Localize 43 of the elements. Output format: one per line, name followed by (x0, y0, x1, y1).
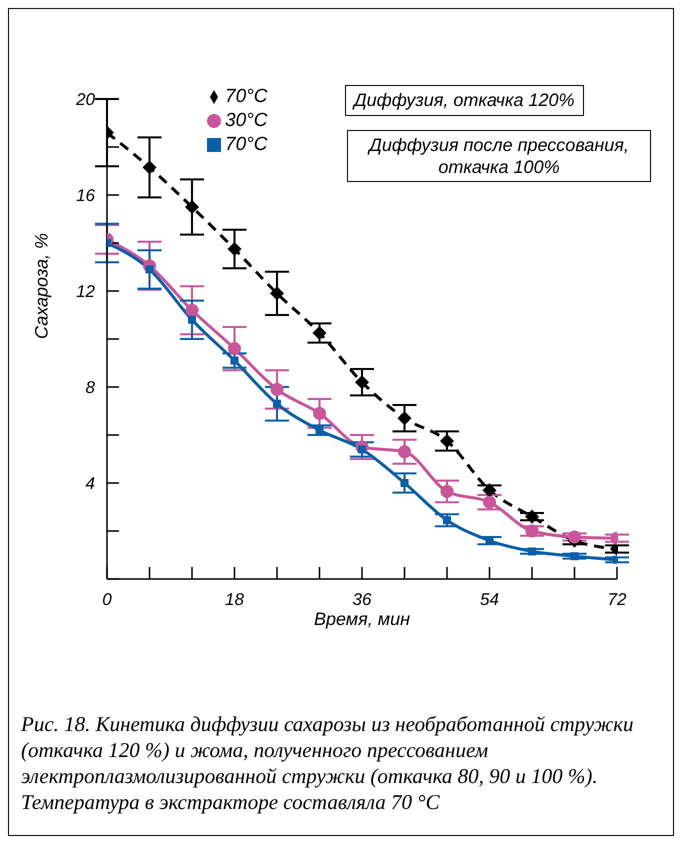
point (313, 406, 326, 420)
x-tick-label: 72 (608, 590, 627, 610)
point (312, 326, 326, 340)
point (185, 200, 199, 214)
y-tick-label: 20 (75, 90, 96, 110)
y-axis-title: Сахароза, % (31, 232, 52, 339)
annotation: Диффузия, откачка 120% (345, 85, 584, 116)
y-tick-label: 16 (76, 186, 96, 206)
x-tick-label: 0 (102, 590, 112, 610)
point (526, 524, 538, 538)
point (188, 316, 196, 324)
y-tick-label: 12 (76, 282, 96, 302)
point (440, 484, 454, 498)
legend-label: 70°C (225, 86, 268, 107)
point (398, 445, 411, 458)
point (482, 483, 496, 498)
point (568, 530, 581, 544)
point (316, 426, 324, 434)
point (273, 400, 281, 408)
point (186, 304, 198, 317)
y-tick-label: 8 (86, 378, 96, 398)
legend-label: 30°C (225, 110, 268, 131)
point (228, 242, 242, 256)
point (440, 434, 454, 448)
x-tick-label: 36 (352, 590, 372, 610)
text: Рис. 18. Кинетика диффузии сахарозы из необработанной стружки (откачка 120 %) и жома, полученного прессованием электроплазмолизированной стружки (откачка 80, 90 и 100 %). Температура в экстракторе составляла 70 °С (21, 711, 635, 815)
point (270, 382, 284, 396)
legend-label: 70°C (225, 134, 268, 155)
point (270, 286, 284, 300)
point (398, 411, 412, 426)
x-tick-label: 18 (225, 590, 244, 610)
x-tick-label: 54 (480, 590, 499, 610)
point (355, 375, 369, 390)
point (525, 510, 539, 524)
y-tick-label: 4 (86, 474, 95, 494)
point (228, 342, 241, 356)
point (483, 496, 496, 509)
annotation: Диффузия после прессования, откачка 100% (347, 130, 651, 182)
x-axis-title: Время, мин (314, 609, 410, 629)
point (443, 516, 451, 524)
point (400, 479, 408, 487)
point (230, 356, 238, 365)
point (142, 160, 156, 174)
